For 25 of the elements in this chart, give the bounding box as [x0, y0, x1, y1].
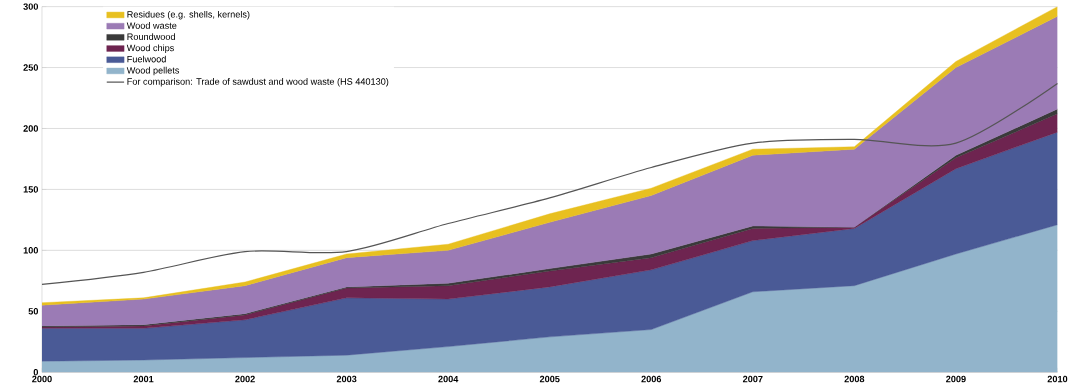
legend-label: Residues (e.g. shells, kernels): [127, 11, 250, 20]
x-tick-label: 2009: [946, 375, 966, 383]
x-tick-label: 2005: [539, 375, 560, 383]
x-tick-label: 2007: [742, 375, 763, 383]
y-tick-label: 150: [23, 186, 39, 193]
legend-label: Fuelwood: [127, 55, 166, 63]
x-tick-label: 2008: [844, 375, 865, 383]
y-tick-label: 0: [33, 369, 39, 376]
legend-label: Wood chips: [126, 44, 174, 54]
y-tick-label: 300: [23, 3, 39, 11]
x-tick-label: 2006: [641, 375, 662, 383]
x-tick-label: 2004: [438, 375, 459, 383]
x-tick-label: 2010: [1047, 375, 1068, 383]
legend-label: Wood pellets: [126, 67, 180, 76]
y-tick-label: 100: [23, 247, 39, 254]
x-tick-label: 2002: [235, 375, 255, 383]
y-tick-label: 250: [23, 64, 39, 71]
x-tick-label: 2003: [336, 375, 357, 383]
legend-label: Wood waste: [126, 22, 177, 29]
x-tick-label: 2000: [32, 375, 52, 383]
legend-label: Roundwood: [127, 33, 175, 41]
y-tick-label: 50: [28, 308, 39, 315]
y-tick-label: 200: [23, 125, 39, 132]
legend-label: For comparison: Trade of sawdust and wood waste (HS 440130): [127, 78, 389, 87]
x-tick-label: 2001: [133, 375, 154, 383]
